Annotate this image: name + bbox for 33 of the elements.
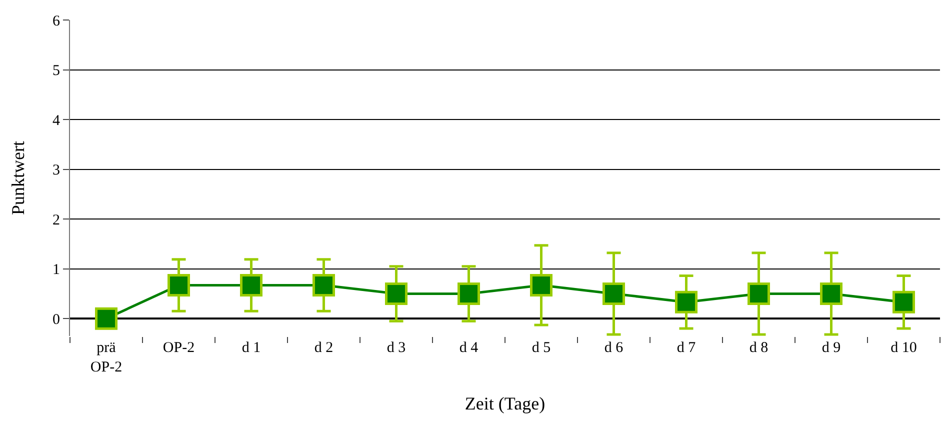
y-tick-label: 5 [52, 63, 60, 80]
x-tick-label: d 10 [890, 340, 917, 356]
point [458, 282, 480, 305]
x-tick-label: d 6 [604, 340, 624, 356]
point [168, 274, 190, 296]
point [748, 282, 770, 305]
x-tick-label: d 5 [532, 340, 551, 356]
point [675, 290, 698, 314]
y-tick-label: 6 [52, 13, 60, 30]
y-tick-label: 1 [52, 262, 60, 278]
point [240, 274, 262, 296]
x-tick-label: prä OP-2 [90, 340, 122, 376]
x-tick-label: d 3 [386, 340, 406, 356]
x-tick-label: d 7 [676, 340, 696, 356]
x-tick-label: d 2 [314, 340, 334, 356]
x-tick-label: OP-2 [162, 340, 195, 356]
y-axis-title: Punktwert [8, 141, 28, 215]
y-tick-label: 0 [52, 312, 60, 328]
point [312, 274, 335, 296]
point [892, 290, 915, 314]
x-tick-label: d 4 [459, 340, 479, 356]
point [530, 274, 552, 296]
point [95, 307, 118, 330]
x-tick-label: d 9 [822, 340, 841, 356]
point [385, 282, 408, 305]
x-axis-title: Zeit (Tage) [464, 394, 546, 414]
x-tick-label: d 1 [242, 340, 261, 356]
y-tick-label: 4 [52, 112, 60, 129]
y-tick-label: 3 [52, 162, 60, 179]
point [602, 282, 625, 305]
y-tick-label: 2 [52, 212, 60, 228]
point [820, 282, 842, 305]
x-tick-label: d 8 [749, 340, 768, 356]
